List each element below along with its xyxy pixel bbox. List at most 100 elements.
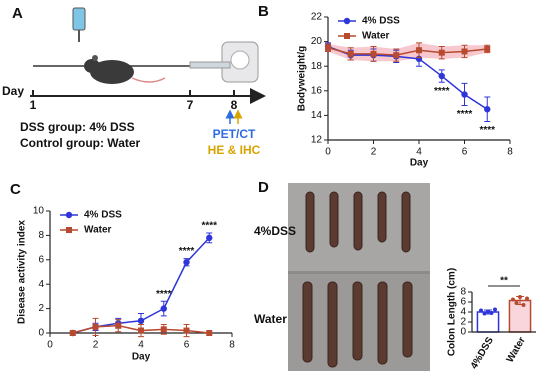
marker (138, 327, 144, 334)
point (486, 309, 490, 314)
y-tick-label: 20 (311, 36, 323, 47)
legend-marker (344, 33, 350, 39)
marker (206, 234, 213, 242)
marker (137, 317, 145, 324)
y-tick-label: 6 (460, 297, 466, 308)
y-tick-label: 12 (311, 135, 323, 146)
x-tick-label: 6 (462, 147, 468, 158)
y-axis-label: Disease activity index (17, 220, 28, 324)
row-label: Water (254, 312, 287, 326)
marker (461, 48, 468, 55)
point (521, 303, 526, 307)
panel-label: A (12, 5, 23, 22)
y-tick-label: 4 (38, 279, 44, 290)
group-label: Control group: Water (20, 136, 141, 150)
x-tick-label: Water (505, 335, 528, 364)
point (479, 308, 483, 313)
y-tick-label: 14 (311, 110, 323, 121)
row-label: 4%DSS (254, 224, 296, 238)
marker (183, 327, 190, 334)
significance: **** (457, 109, 473, 120)
legend-marker (65, 211, 73, 219)
y-axis-label: Bodyweight/g (297, 46, 308, 112)
panel-label: D (258, 179, 269, 196)
y-tick-label: 8 (460, 287, 466, 298)
y-tick-label: 22 (311, 12, 323, 23)
x-tick-label: 8 (507, 147, 513, 158)
marker (438, 49, 445, 56)
point (489, 311, 494, 315)
x-tick-label: 2 (93, 340, 99, 351)
day-label: 7 (187, 98, 194, 112)
marker (484, 106, 491, 113)
y-tick-label: 0 (38, 328, 44, 339)
x-axis-label: Day (410, 158, 429, 169)
legend-marker (343, 17, 351, 25)
legend-label: 4% DSS (84, 210, 122, 221)
bar (476, 311, 500, 333)
series-line (327, 47, 488, 56)
marker (69, 330, 76, 336)
marker (160, 326, 167, 333)
y-tick-label: 2 (460, 317, 466, 328)
marker (160, 305, 167, 312)
day-label: 1 (30, 98, 37, 112)
x-tick-label: 4%DSS (469, 335, 496, 371)
timeline-label: Day (2, 84, 24, 98)
point (482, 311, 487, 316)
significance: **** (156, 289, 172, 300)
point (518, 295, 522, 299)
colon-photo (288, 183, 430, 371)
significance: ** (500, 276, 508, 287)
y-tick-label: 10 (33, 206, 45, 217)
marker (438, 72, 445, 80)
marker (115, 322, 122, 329)
panel-label: C (10, 181, 21, 198)
bar (508, 299, 532, 333)
x-tick-label: 4 (138, 340, 144, 351)
significance: **** (434, 86, 450, 97)
x-tick-label: 2 (371, 147, 377, 158)
y-tick-label: 2 (38, 303, 44, 314)
marker (92, 323, 99, 330)
marker (461, 91, 468, 98)
point (493, 307, 497, 312)
y-axis-label: Colon Length (cm) (447, 268, 458, 356)
marker (393, 52, 400, 59)
readout: PET/CT (213, 127, 256, 141)
point (511, 297, 515, 302)
marker (347, 50, 354, 57)
marker (325, 44, 331, 51)
legend-label: Water (84, 225, 112, 236)
marker (206, 330, 213, 336)
legend-marker (66, 227, 72, 233)
marker (183, 259, 190, 266)
x-axis-label: Day (132, 352, 151, 363)
x-tick-label: 8 (229, 340, 235, 351)
x-tick-label: 4 (416, 147, 422, 158)
marker (484, 45, 491, 52)
y-tick-label: 16 (311, 85, 323, 96)
significance: **** (479, 125, 495, 136)
significance: **** (201, 221, 217, 232)
day-label: 8 (231, 98, 238, 112)
legend-label: Water (362, 31, 390, 42)
marker (370, 50, 377, 57)
schematic (30, 7, 266, 124)
readout: HE & IHC (208, 143, 261, 157)
y-tick-label: 0 (460, 327, 466, 338)
y-tick-label: 8 (38, 230, 44, 241)
point (514, 301, 519, 305)
point (525, 296, 529, 301)
marker (416, 47, 422, 54)
x-tick-label: 0 (47, 340, 53, 351)
x-tick-label: 0 (325, 147, 331, 158)
y-tick-label: 6 (38, 254, 44, 265)
panel-label: B (258, 3, 269, 20)
y-tick-label: 18 (311, 61, 323, 72)
x-tick-label: 6 (184, 340, 190, 351)
group-label: DSS group: 4% DSS (20, 120, 135, 134)
series-line (327, 45, 488, 110)
y-tick-label: 4 (460, 307, 466, 318)
